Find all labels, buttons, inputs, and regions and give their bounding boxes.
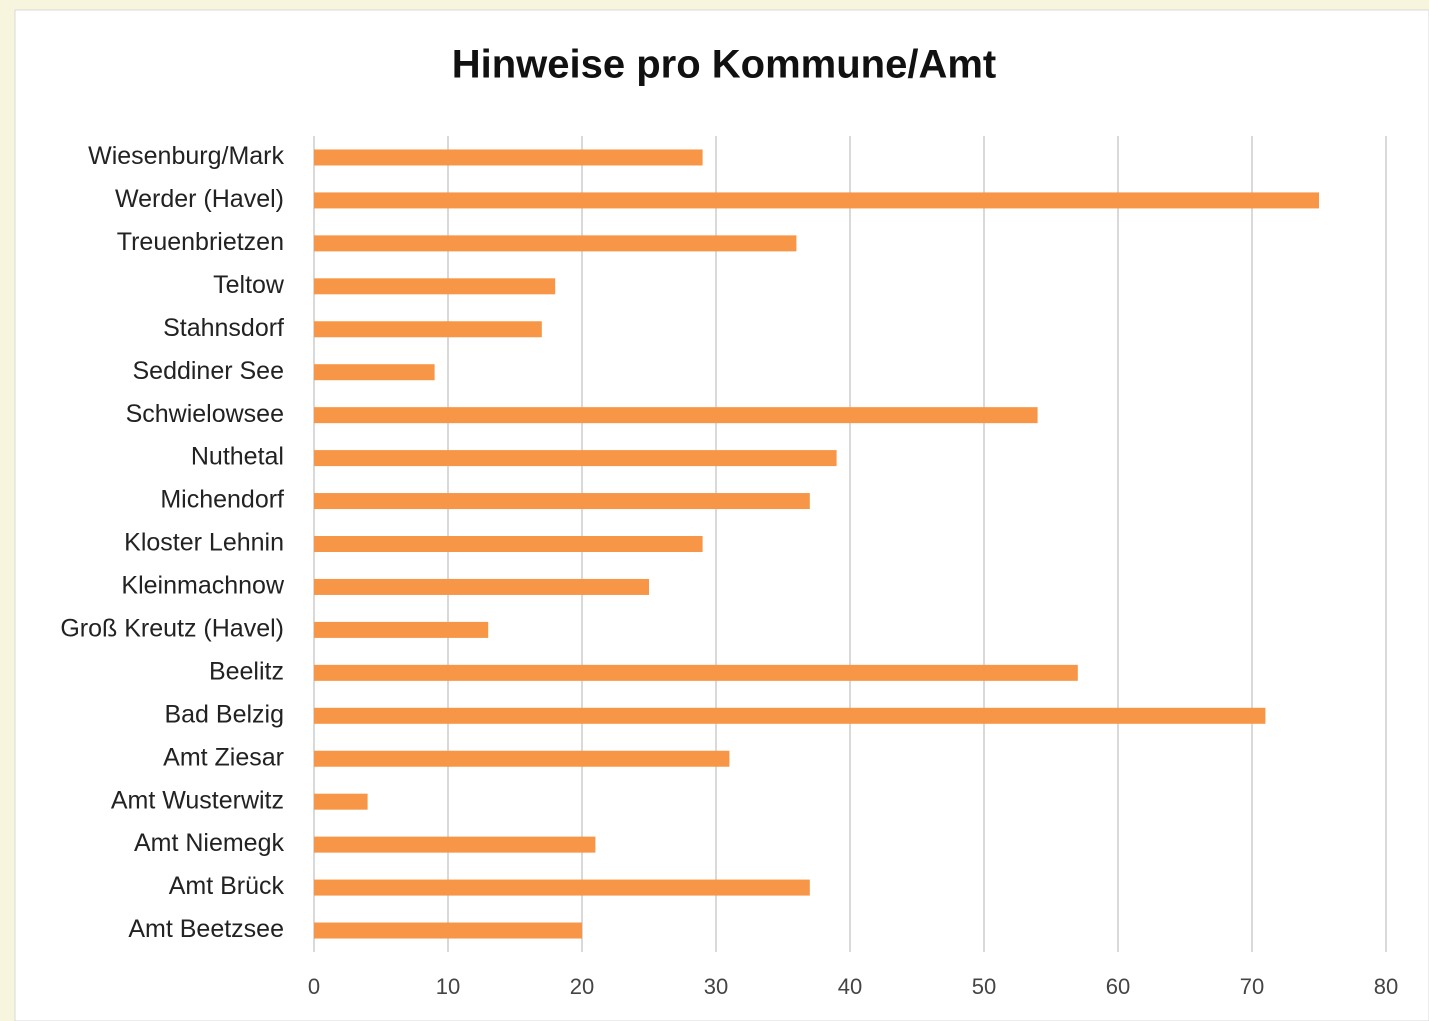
bar: [314, 149, 703, 166]
bar: [314, 621, 489, 638]
bar: [314, 536, 703, 552]
y-tick-label: Groß Kreutz (Havel): [60, 615, 284, 643]
bar: [314, 192, 1319, 209]
y-tick-label: Kleinmachnow: [121, 572, 285, 600]
bar: [314, 664, 1078, 681]
bar: [314, 493, 810, 510]
x-tick-label: 50: [972, 974, 996, 999]
y-tick-label: Kloster Lehnin: [124, 529, 284, 557]
y-tick-label: Wiesenburg/Mark: [88, 142, 284, 170]
chart-area: [14, 9, 1429, 1021]
bar: [314, 450, 837, 467]
bar: [314, 407, 1038, 424]
bar: [314, 578, 649, 595]
y-tick-label: Bad Belzig: [164, 700, 284, 728]
y-tick-label: Seddiner See: [132, 357, 284, 385]
chart-title: Hinweise pro Kommune/Amt: [452, 43, 997, 87]
y-tick-label: Teltow: [213, 271, 285, 299]
x-tick-label: 0: [308, 974, 320, 999]
bar: [314, 364, 435, 381]
x-tick-label: 40: [838, 974, 862, 999]
y-tick-label: Amt Niemegk: [134, 829, 285, 857]
x-tick-label: 30: [704, 974, 728, 999]
y-tick-label: Amt Beetzsee: [128, 915, 284, 943]
bar: [314, 750, 730, 767]
bar: [314, 321, 542, 338]
bar: [314, 879, 810, 896]
y-tick-label: Beelitz: [209, 657, 284, 685]
bar: [314, 278, 556, 295]
y-tick-label: Michendorf: [160, 486, 284, 514]
y-tick-label: Amt Ziesar: [163, 743, 284, 771]
bar: [314, 707, 1266, 724]
y-tick-label: Stahnsdorf: [163, 314, 284, 342]
y-tick-label: Amt Brück: [169, 872, 285, 900]
y-tick-label: Werder (Havel): [115, 185, 284, 213]
x-tick-label: 80: [1374, 974, 1398, 999]
y-tick-label: Nuthetal: [191, 443, 284, 471]
y-tick-label: Schwielowsee: [126, 400, 284, 428]
x-tick-label: 20: [570, 974, 594, 999]
x-tick-label: 10: [436, 974, 460, 999]
y-tick-label: Amt Wusterwitz: [111, 786, 284, 814]
y-tick-label: Treuenbrietzen: [117, 228, 284, 256]
bar: [314, 922, 582, 939]
bar: [314, 235, 797, 252]
x-tick-label: 60: [1106, 974, 1130, 999]
bar: [314, 836, 596, 853]
bar: [314, 793, 368, 810]
x-tick-label: 70: [1240, 974, 1264, 999]
